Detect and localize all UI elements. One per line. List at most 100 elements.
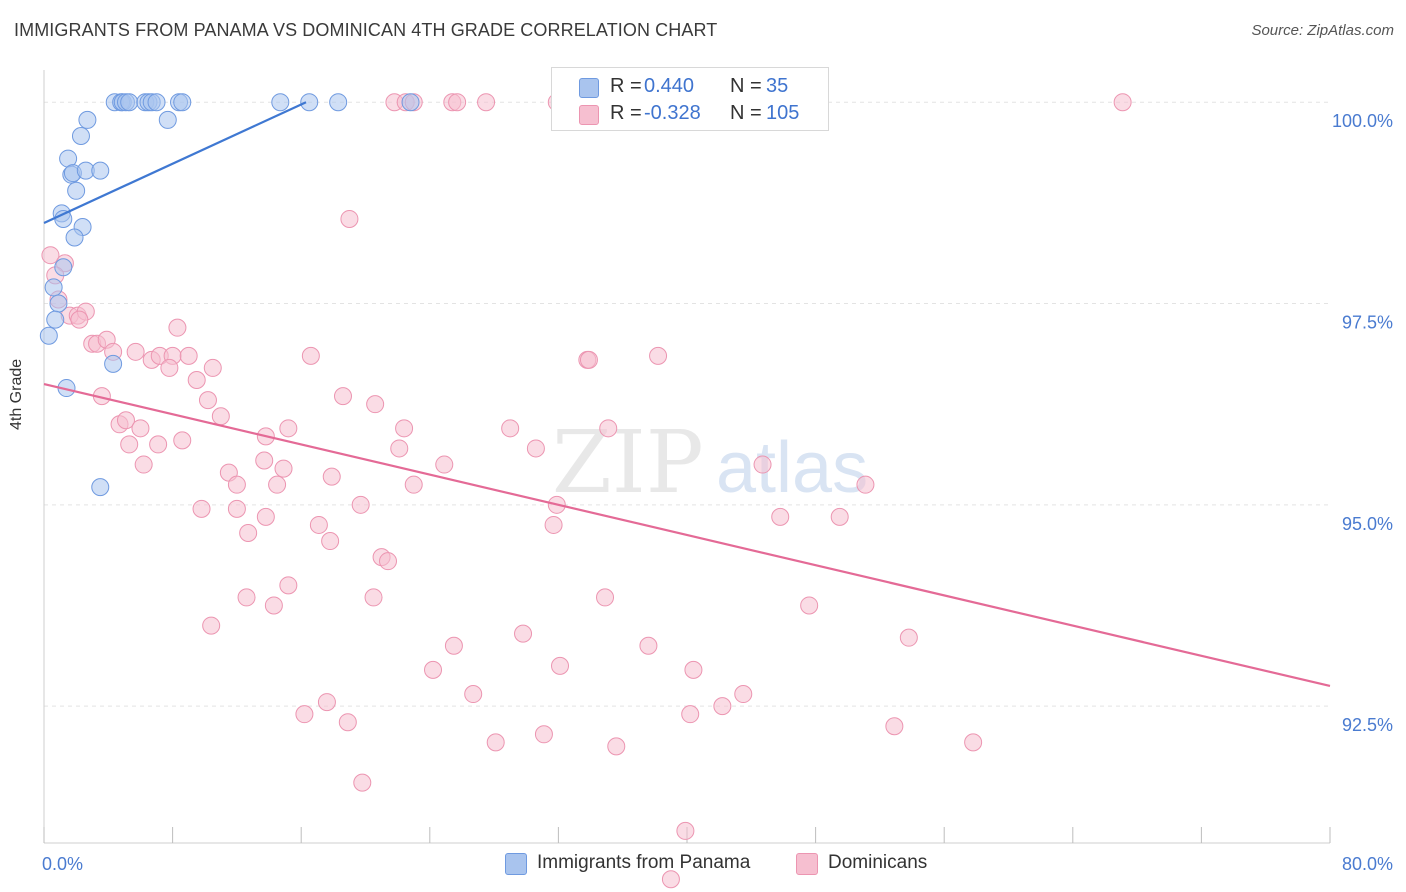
- dominicans-point: [351, 495, 370, 514]
- y-tick-label: 92.5%: [1342, 715, 1393, 735]
- dominicans-point: [322, 467, 341, 486]
- panama-point: [173, 93, 192, 112]
- panama-point: [71, 127, 90, 146]
- dominicans-point: [661, 870, 680, 889]
- dominicans-point: [309, 515, 328, 534]
- dominicans-point: [295, 705, 314, 724]
- dominicans-point: [501, 419, 520, 438]
- panama-point: [120, 93, 139, 112]
- source-credit: Source: ZipAtlas.com: [1251, 22, 1394, 39]
- dominicans-point: [800, 596, 819, 615]
- panama-point: [147, 93, 166, 112]
- dominicans-point: [395, 419, 414, 438]
- dominicans-point: [317, 693, 336, 712]
- dominicans-point: [607, 737, 626, 756]
- panama-point: [91, 478, 110, 497]
- legend-row-panama: R = 0.440 N = 35: [552, 73, 828, 101]
- dominicans-point: [486, 733, 505, 752]
- dominicans-point: [390, 439, 409, 458]
- panama-point: [67, 181, 86, 200]
- dominicans-point: [202, 616, 221, 635]
- watermark-atlas: atlas: [716, 428, 868, 508]
- panama-point: [329, 93, 348, 112]
- dominicans-point: [192, 499, 211, 518]
- dominicans-point: [279, 419, 298, 438]
- dominicans-point: [237, 588, 256, 607]
- dominicans-point: [198, 391, 217, 410]
- legend-row-dominicans: R = -0.328 N = 105: [552, 100, 828, 128]
- dominicans-point: [379, 552, 398, 571]
- dominicans-point: [120, 435, 139, 454]
- panama-point: [65, 228, 84, 247]
- dominicans-point: [126, 342, 145, 361]
- dominicans-point: [830, 507, 849, 526]
- y-tick-label: 97.5%: [1342, 313, 1393, 333]
- dominicans-point: [364, 588, 383, 607]
- x-tick-label: 0.0%: [42, 854, 83, 874]
- dominicans-point: [856, 475, 875, 494]
- dominicans-point: [134, 455, 153, 474]
- panama-point: [46, 310, 65, 329]
- legend-n-label: N =: [730, 75, 762, 97]
- legend-r-value: 0.440: [644, 75, 695, 97]
- dominicans-point: [596, 588, 615, 607]
- bottom-legend-label-dominicans: Dominicans: [828, 852, 928, 873]
- dominicans-point: [579, 350, 598, 369]
- legend-swatch-dominicans: [579, 105, 599, 125]
- dominicans-point: [681, 705, 700, 724]
- dominicans-point: [353, 773, 372, 792]
- dominicans-point: [116, 411, 135, 430]
- panama-point: [300, 93, 319, 112]
- legend-n-label: N =: [730, 102, 762, 124]
- correlation-legend: R = 0.440 N = 35 R = -0.328 N = 105: [551, 67, 829, 131]
- dominicans-point: [160, 358, 179, 377]
- dominicans-point: [70, 310, 89, 329]
- legend-r-label: R =: [610, 102, 642, 124]
- dominicans-point: [255, 451, 274, 470]
- legend-n-value: 105: [766, 102, 800, 124]
- dominicans-point: [464, 685, 483, 704]
- dominicans-point: [340, 209, 359, 228]
- dominicans-point: [684, 660, 703, 679]
- dominicans-point: [599, 419, 618, 438]
- panama-point: [49, 294, 68, 313]
- dominicans-point: [149, 435, 168, 454]
- dominicans-point: [268, 475, 287, 494]
- dominicans-point: [964, 733, 983, 752]
- dominicans-point: [514, 624, 533, 643]
- dominicans-point: [448, 93, 467, 112]
- panama-point: [158, 110, 177, 129]
- dominicans-point: [424, 660, 443, 679]
- dominicans-point: [899, 628, 918, 647]
- dominicans-point: [734, 685, 753, 704]
- dominicans-point: [1113, 93, 1132, 112]
- x-tick-label: 80.0%: [1342, 854, 1393, 874]
- axes: [43, 70, 1331, 844]
- dominicans-point: [544, 515, 563, 534]
- legend-r-label: R =: [610, 75, 642, 97]
- dominicans-point: [321, 532, 340, 551]
- tick-labels: 100.0% 97.5% 95.0% 92.5% 0.0% 80.0%: [42, 111, 1393, 874]
- dominicans-point: [444, 636, 463, 655]
- panama-trend-line: [43, 101, 307, 224]
- panama-point: [91, 161, 110, 180]
- dominicans-points: [41, 93, 1132, 889]
- dominicans-point: [203, 358, 222, 377]
- dominicans-point: [274, 459, 293, 478]
- dominicans-point: [526, 439, 545, 458]
- chart-title: IMMIGRANTS FROM PANAMA VS DOMINICAN 4TH …: [14, 20, 718, 40]
- watermark-zip: ZIP: [552, 413, 704, 513]
- dominicans-point: [179, 346, 198, 365]
- dominicans-point: [885, 717, 904, 736]
- gridlines: [44, 101, 1330, 707]
- dominicans-point: [41, 246, 60, 265]
- dominicans-point: [534, 725, 553, 744]
- dominicans-point: [173, 431, 192, 450]
- dominicans-point: [301, 346, 320, 365]
- watermark: ZIP atlas: [552, 413, 868, 513]
- dominicans-point: [227, 499, 246, 518]
- panama-points: [39, 93, 420, 497]
- legend-n-value: 35: [766, 75, 789, 97]
- dominicans-point: [639, 636, 658, 655]
- dominicans-point: [753, 455, 772, 474]
